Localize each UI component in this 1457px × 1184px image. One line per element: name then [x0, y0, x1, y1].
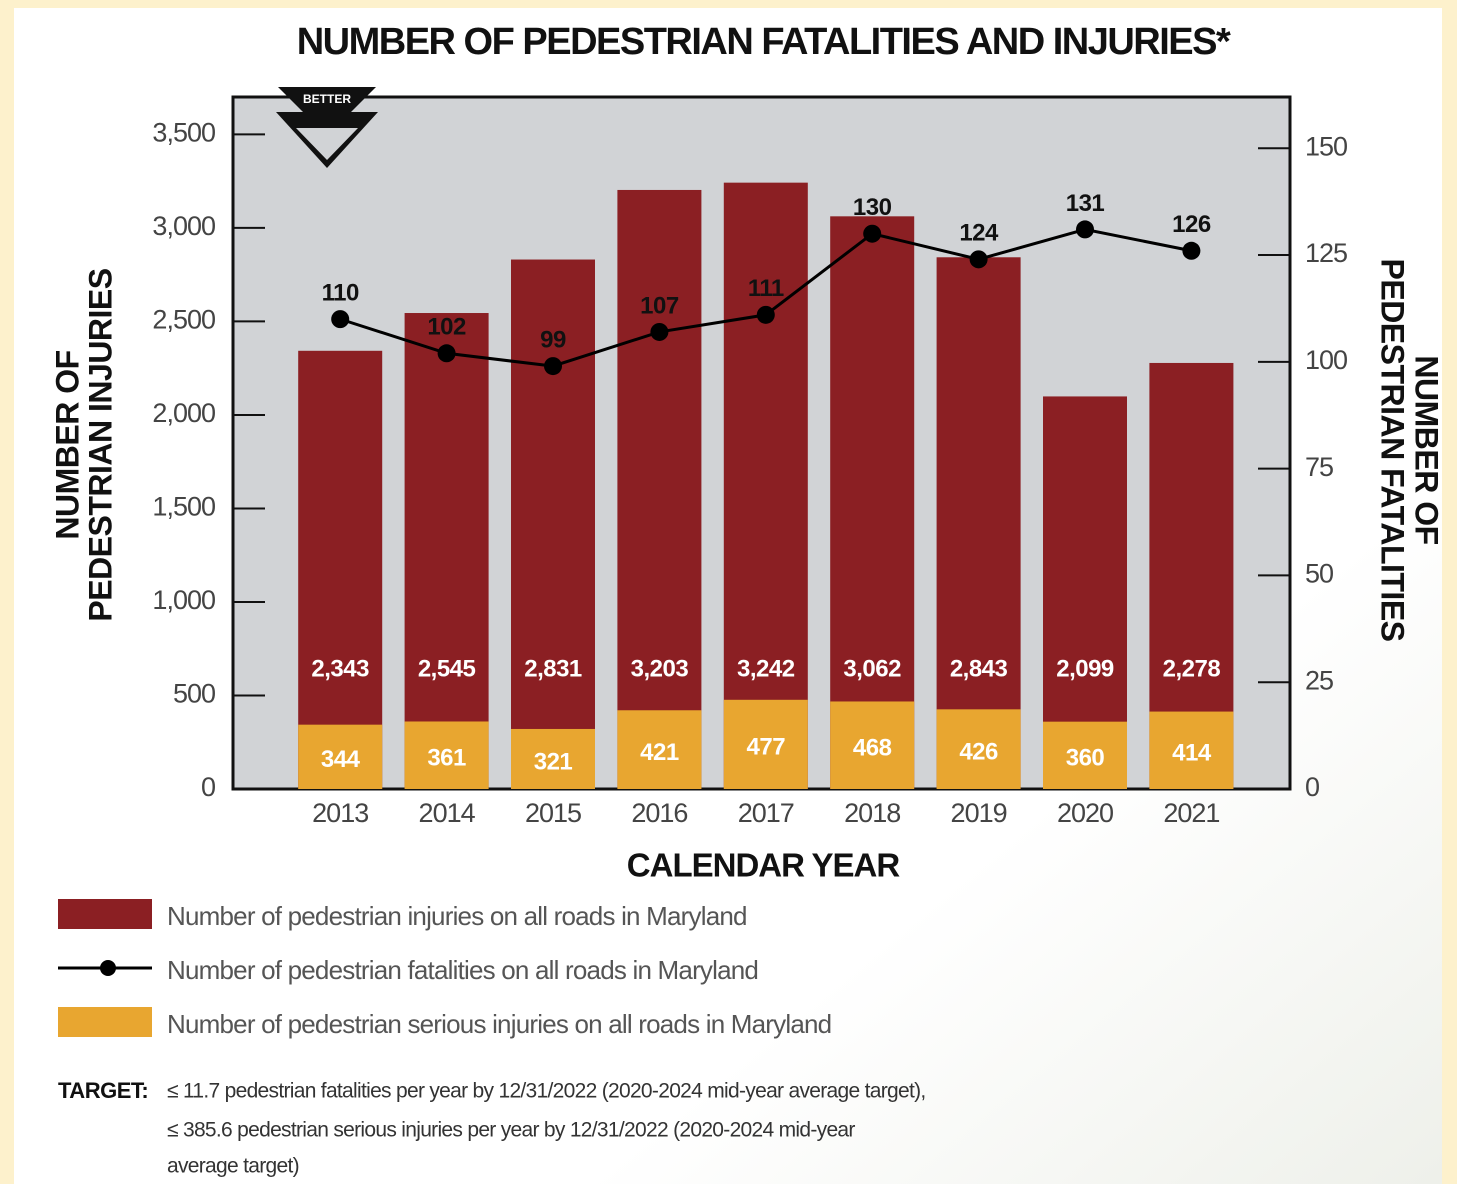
- y2-tick-label: 125: [1305, 238, 1347, 268]
- legend-swatch: [100, 960, 116, 976]
- value-label: 2,545: [418, 655, 476, 682]
- better-arrow: BETTER: [276, 87, 378, 168]
- x-tick-label: 2018: [844, 798, 900, 828]
- y2-tick-label: 25: [1305, 665, 1333, 695]
- line-point: [1076, 220, 1094, 239]
- legend-label: Number of pedestrian fatalities on all r…: [167, 955, 758, 985]
- y2-tick-label: 0: [1305, 772, 1319, 802]
- line-point: [969, 250, 988, 269]
- y2-tick-label: 50: [1305, 559, 1333, 589]
- value-label: 102: [427, 314, 466, 341]
- line-point: [331, 310, 350, 329]
- legend-label: Number of pedestrian injuries on all roa…: [167, 901, 747, 931]
- bar: [936, 709, 1021, 789]
- value-label: 421: [640, 739, 679, 766]
- line-point: [544, 357, 562, 376]
- y-tick-label: 3,500: [152, 118, 215, 148]
- value-label: 2,831: [524, 655, 582, 682]
- y-tick-label: 0: [201, 772, 215, 802]
- chart-title: NUMBER OF PEDESTRIAN FATALITIES AND INJU…: [297, 21, 1231, 63]
- bar: [723, 699, 808, 789]
- value-label: 111: [748, 275, 784, 302]
- y-tick-label: 500: [173, 679, 215, 709]
- value-label: 124: [959, 220, 999, 247]
- y2-axis-title: PEDESTRIAN FATALITIES: [1375, 259, 1411, 642]
- y-tick-label: 2,000: [152, 398, 215, 428]
- legend-swatch: [58, 899, 152, 929]
- x-tick-label: 2014: [419, 798, 476, 828]
- bar: [617, 710, 702, 789]
- y2-axis-title: NUMBER OF: [1409, 355, 1445, 544]
- x-tick-label: 2013: [312, 798, 368, 828]
- value-label: 130: [853, 194, 892, 221]
- line-point: [756, 305, 775, 324]
- x-tick-label: 2016: [631, 798, 687, 828]
- value-label: 414: [1172, 740, 1212, 767]
- target-label: TARGET:: [58, 1078, 148, 1103]
- value-label: 344: [321, 746, 361, 773]
- legend-swatch: [58, 1007, 152, 1037]
- target-text: average target): [167, 1155, 299, 1178]
- target-text: ≤ 385.6 pedestrian serious injuries per …: [167, 1119, 855, 1142]
- bar: [511, 728, 595, 789]
- bar: [830, 701, 915, 789]
- x-tick-label: 2015: [525, 798, 581, 828]
- y-tick-label: 3,000: [152, 211, 215, 241]
- line-point: [1182, 241, 1201, 260]
- value-label: 360: [1066, 745, 1105, 772]
- value-label: 131: [1066, 190, 1105, 217]
- value-label: 99: [540, 326, 566, 353]
- value-label: 2,343: [311, 655, 369, 682]
- target-text: ≤ 11.7 pedestrian fatalities per year by…: [167, 1080, 926, 1103]
- value-label: 110: [322, 279, 359, 306]
- y-tick-label: 1,000: [152, 585, 215, 615]
- x-axis-title: CALENDAR YEAR: [627, 847, 901, 884]
- y-axis-title: PEDESTRIAN INJURIES: [82, 268, 118, 621]
- bar: [936, 257, 1021, 789]
- bar: [404, 313, 489, 789]
- better-label: BETTER: [303, 92, 351, 106]
- bar: [723, 182, 808, 789]
- bar: [830, 216, 915, 789]
- value-label: 2,099: [1056, 655, 1114, 682]
- value-label: 426: [959, 739, 998, 766]
- value-label: 126: [1172, 211, 1211, 238]
- value-label: 2,278: [1163, 655, 1221, 682]
- line-point: [863, 224, 882, 243]
- value-label: 361: [427, 745, 466, 772]
- line-point: [650, 322, 669, 341]
- bar: [404, 721, 489, 789]
- value-label: 3,242: [737, 655, 795, 682]
- bar: [511, 259, 595, 789]
- bar: [298, 724, 383, 789]
- y-axis-title: NUMBER OF: [49, 350, 85, 539]
- value-label: 477: [747, 734, 786, 761]
- bar: [298, 350, 383, 789]
- value-label: 3,203: [631, 655, 689, 682]
- value-label: 321: [534, 748, 573, 775]
- x-tick-label: 2021: [1163, 798, 1219, 828]
- x-tick-label: 2020: [1057, 798, 1113, 828]
- x-tick-label: 2019: [951, 798, 1007, 828]
- y-tick-label: 2,500: [152, 305, 215, 335]
- line-point: [437, 344, 456, 363]
- bar: [1043, 721, 1127, 789]
- value-label: 468: [853, 735, 892, 762]
- x-tick-label: 2017: [738, 798, 794, 828]
- y2-tick-label: 100: [1305, 345, 1347, 375]
- y2-tick-label: 75: [1305, 452, 1333, 482]
- bar: [1149, 711, 1234, 789]
- y2-tick-label: 150: [1305, 131, 1347, 161]
- y-tick-label: 1,500: [152, 492, 215, 522]
- bar: [617, 189, 702, 789]
- value-label: 3,062: [843, 655, 901, 682]
- value-label: 2,843: [950, 655, 1008, 682]
- legend-label: Number of pedestrian serious injuries on…: [167, 1009, 831, 1039]
- value-label: 107: [640, 292, 679, 319]
